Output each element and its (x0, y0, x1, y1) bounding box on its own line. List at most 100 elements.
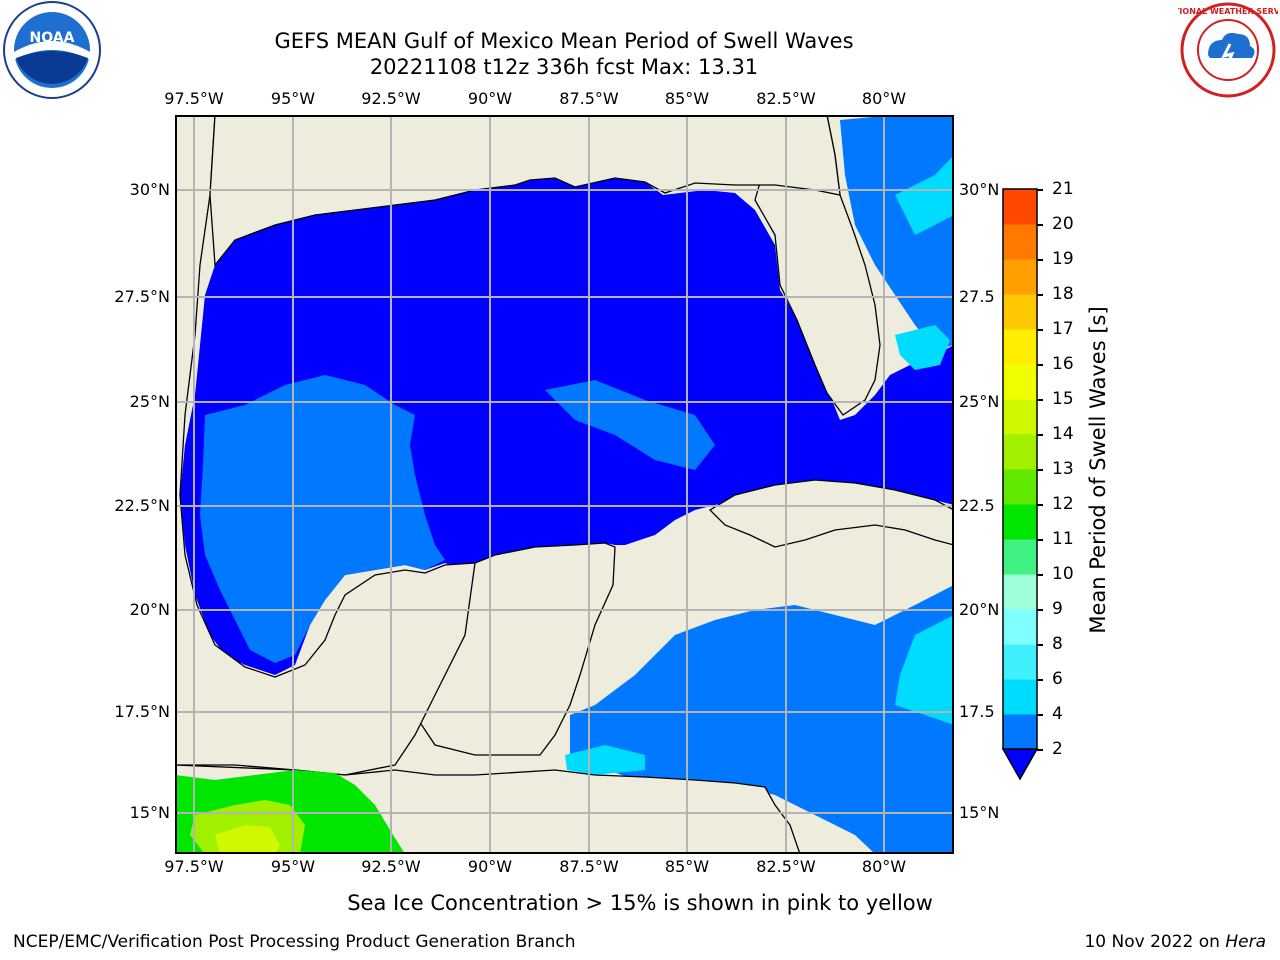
swell-region-4-6s-north (895, 155, 954, 235)
lat-tick-right: 17.5 (959, 702, 995, 721)
colorbar-tick-label: 12 (1052, 494, 1074, 514)
lat-tick-left: 22.5°N (114, 496, 170, 515)
footer-date: 10 Nov 2022 on Hera (1084, 932, 1266, 952)
colorbar-bin (1003, 329, 1037, 365)
lon-tick-top: 95°W (270, 89, 316, 108)
colorbar-bin (1003, 469, 1037, 505)
colorbar-tick-mark (1037, 679, 1043, 681)
colorbar-tick-label: 13 (1052, 459, 1074, 479)
colorbar-tick-mark (1037, 329, 1043, 331)
colorbar-tick-mark (1037, 259, 1043, 261)
lon-tick-top: 97.5°W (164, 89, 224, 108)
colorbar-tick-label: 18 (1052, 284, 1074, 304)
lat-tick-right: 15°N (959, 803, 1000, 822)
swell-region-2-4s-atlantic (840, 115, 954, 350)
pacific-swell-yellow (215, 825, 280, 854)
colorbar-tick-label: 15 (1052, 389, 1074, 409)
colorbar-bin (1003, 714, 1037, 750)
colorbar-tick-mark (1037, 749, 1043, 751)
footer-date-text: 10 Nov 2022 on (1084, 932, 1226, 952)
colorbar-bin (1003, 679, 1037, 715)
colorbar-tick-mark (1037, 434, 1043, 436)
footer-host: Hera (1225, 932, 1266, 952)
lon-tick-top: 90°W (467, 89, 513, 108)
colorbar-bin (1003, 224, 1037, 260)
colorbar-tick-label: 2 (1052, 739, 1063, 759)
lat-tick-right: 22.5 (959, 496, 995, 515)
colorbar-tick-label: 8 (1052, 634, 1063, 654)
lon-tick-top: 87.5°W (559, 89, 619, 108)
lat-tick-left: 25°N (129, 392, 170, 411)
colorbar-tick-mark (1037, 644, 1043, 646)
colorbar-under-arrow (1001, 748, 1039, 781)
colorbar-tick-label: 14 (1052, 424, 1074, 444)
lat-tick-left: 27.5°N (114, 287, 170, 306)
swell-region-4-6s-east (895, 615, 954, 725)
gulf-water (180, 178, 954, 715)
cuba-island (708, 479, 955, 548)
lat-tick-left: 30°N (129, 180, 170, 199)
footer-credit: NCEP/EMC/Verification Post Processing Pr… (13, 932, 576, 952)
lon-tick-top: 80°W (861, 89, 907, 108)
swell-region-4-6s-keys (895, 325, 950, 370)
sea-ice-caption: Sea Ice Concentration > 15% is shown in … (347, 891, 933, 915)
colorbar-bin (1003, 574, 1037, 610)
colorbar-tick-mark (1037, 714, 1043, 716)
colorbar-tick-mark (1037, 399, 1043, 401)
colorbar-tick-label: 11 (1052, 529, 1074, 549)
colorbar-tick-mark (1037, 504, 1043, 506)
colorbar-tick-mark (1037, 189, 1043, 191)
colorbar-tick-label: 16 (1052, 354, 1074, 374)
nws-logo: NATIONAL WEATHER SERVICE (1162, 0, 1280, 100)
colorbar-tick-label: 10 (1052, 564, 1074, 584)
lat-tick-left: 17.5°N (114, 702, 170, 721)
map-frame (175, 115, 954, 854)
colorbar-tick-label: 17 (1052, 319, 1074, 339)
lon-tick-top: 92.5°W (361, 89, 421, 108)
colorbar-bin (1003, 504, 1037, 540)
colorbar-tick-mark (1037, 609, 1043, 611)
colorbar-tick-mark (1037, 224, 1043, 226)
lat-tick-right: 30°N (959, 180, 1000, 199)
map-panel (174, 114, 955, 855)
colorbar-bin (1003, 434, 1037, 470)
lat-tick-left: 15°N (129, 803, 170, 822)
colorbar-tick-mark (1037, 364, 1043, 366)
map-svg (174, 114, 955, 855)
lat-tick-right: 20°N (959, 600, 1000, 619)
us-gulf-coast (175, 114, 954, 267)
lon-tick-bottom: 85°W (664, 857, 710, 876)
lat-tick-right: 25°N (959, 392, 1000, 411)
map-subtitle: 20221108 t12z 336h fcst Max: 13.31 (369, 55, 759, 79)
lon-tick-bottom: 95°W (270, 857, 316, 876)
colorbar (1000, 185, 1040, 785)
map-title: GEFS MEAN Gulf of Mexico Mean Period of … (274, 29, 854, 53)
colorbar-tick-mark (1037, 574, 1043, 576)
lon-tick-bottom: 87.5°W (559, 857, 619, 876)
lat-tick-right: 27.5 (959, 287, 995, 306)
colorbar-bin (1003, 644, 1037, 680)
colorbar-tick-label: 20 (1052, 214, 1074, 234)
colorbar-bin (1003, 294, 1037, 330)
map-grid (175, 115, 954, 854)
colorbar-bin (1003, 399, 1037, 435)
svg-text:NATIONAL WEATHER SERVICE: NATIONAL WEATHER SERVICE (1178, 7, 1278, 16)
colorbar-tick-mark (1037, 469, 1043, 471)
colorbar-bin (1003, 609, 1037, 645)
lon-tick-bottom: 97.5°W (164, 857, 224, 876)
colorbar-bin (1003, 259, 1037, 295)
lon-tick-bottom: 90°W (467, 857, 513, 876)
colorbar-tick-label: 21 (1052, 179, 1074, 199)
colorbar-bin (1003, 364, 1037, 400)
noaa-logo: NOAA (2, 0, 102, 100)
colorbar-label: Mean Period of Swell Waves [s] (1086, 306, 1110, 634)
lon-tick-bottom: 92.5°W (361, 857, 421, 876)
colorbar-bin (1003, 189, 1037, 225)
svg-text:NOAA: NOAA (30, 30, 75, 46)
colorbar-bin (1003, 539, 1037, 575)
swell-region-2-4s-caribbean (570, 585, 954, 854)
lon-tick-top: 82.5°W (756, 89, 816, 108)
colorbar-tick-label: 6 (1052, 669, 1063, 689)
colorbar-tick-label: 9 (1052, 599, 1063, 619)
swell-region-4-6s-honduras (565, 745, 645, 775)
